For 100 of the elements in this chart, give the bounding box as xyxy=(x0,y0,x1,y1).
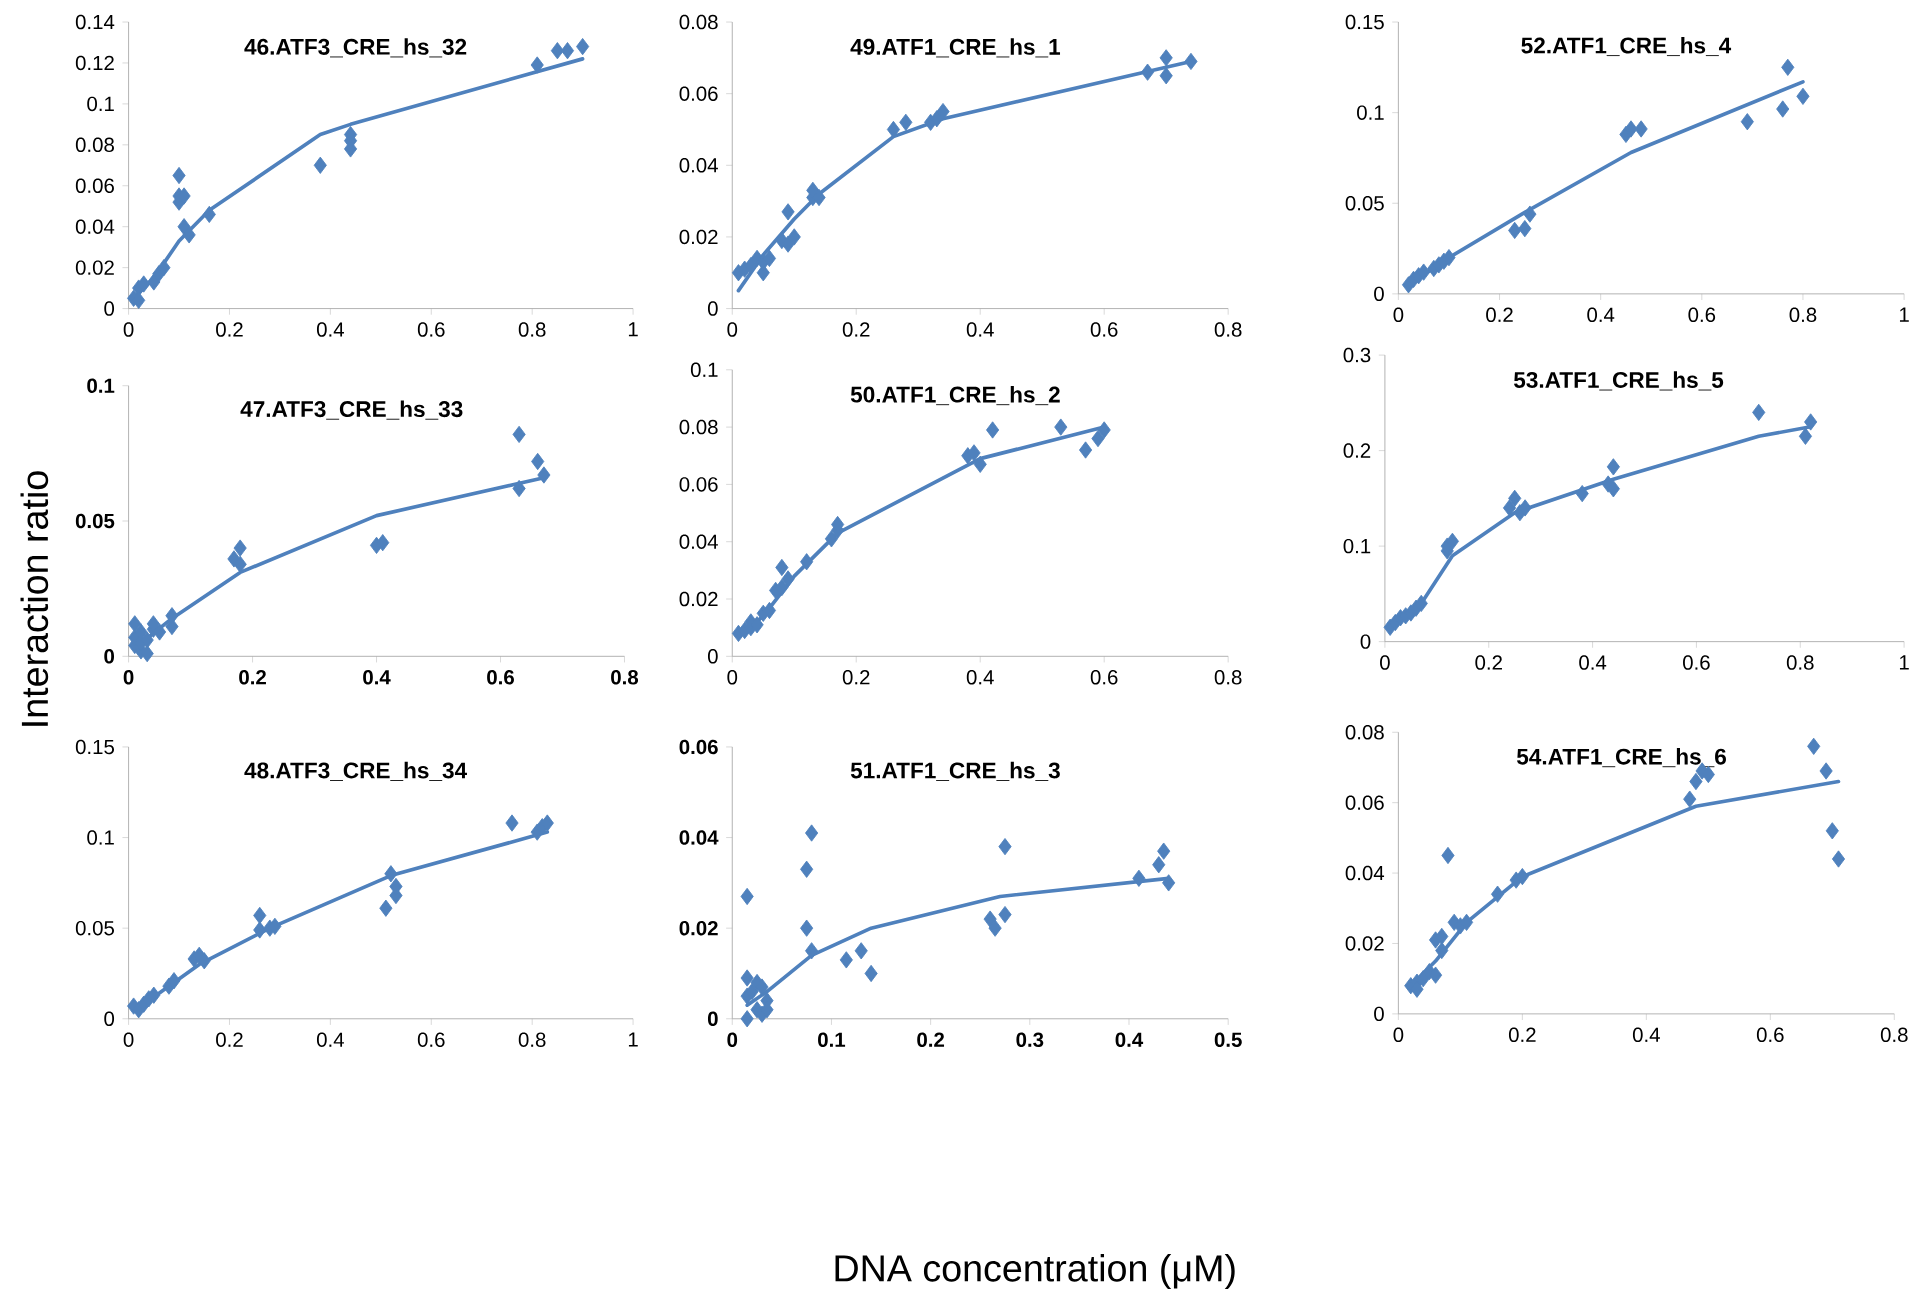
x-tick-label: 0.2 xyxy=(216,322,243,337)
x-tick-label: 0.2 xyxy=(1508,1027,1536,1043)
y-tick-label: 0.02 xyxy=(1345,936,1384,951)
y-tick-label: 0.14 xyxy=(75,14,115,30)
point xyxy=(1435,942,1449,960)
point xyxy=(1798,427,1813,446)
y-tick-label: 0.15 xyxy=(75,739,115,755)
point xyxy=(740,1010,754,1028)
x-axis-title: DNA concentration (μM) xyxy=(835,1254,1235,1290)
y-tick-label: 0 xyxy=(104,1011,115,1027)
x-tick-label: 0.2 xyxy=(1486,307,1513,323)
x-tick-label: 1 xyxy=(628,1032,638,1047)
y-tick-label: 0.06 xyxy=(1345,795,1384,811)
point xyxy=(1508,221,1522,240)
y-tick-label: 0.08 xyxy=(679,419,718,435)
y-tick-label: 0.1 xyxy=(1357,105,1384,121)
x-tick-label: 0 xyxy=(123,670,134,685)
x-tick-label: 0.3 xyxy=(1016,1032,1044,1048)
y-tick-label: 0.06 xyxy=(679,86,718,102)
point xyxy=(998,838,1012,856)
point xyxy=(182,226,196,244)
x-tick-label: 0.8 xyxy=(518,322,546,337)
x-tick-label: 0.6 xyxy=(1756,1027,1784,1043)
point xyxy=(854,942,868,960)
point xyxy=(1776,100,1790,118)
point xyxy=(1441,846,1455,865)
point xyxy=(740,969,754,987)
y-axis-title: Interaction ratio xyxy=(20,471,49,726)
x-tick-label: 0.4 xyxy=(966,670,994,685)
x-tick-label: 0.8 xyxy=(1214,322,1242,337)
x-tick-label: 0.5 xyxy=(1214,1032,1242,1048)
point xyxy=(1807,737,1821,756)
point xyxy=(775,559,789,577)
point xyxy=(800,553,814,571)
y-tick-label: 0.12 xyxy=(75,55,114,71)
point xyxy=(172,167,186,185)
point xyxy=(930,110,944,128)
point xyxy=(550,42,564,60)
x-tick-label: 0.4 xyxy=(966,322,994,337)
point xyxy=(1819,762,1833,780)
y-tick-label: 0.08 xyxy=(75,137,114,153)
y-tick-label: 0.02 xyxy=(679,591,718,607)
point xyxy=(1054,418,1068,436)
x-tick-label: 1 xyxy=(628,322,638,337)
x-tick-label: 0.6 xyxy=(1090,322,1118,337)
x-tick-label: 0.8 xyxy=(611,670,639,685)
y-tick-label: 0.02 xyxy=(679,921,718,936)
y-tick-label: 0.06 xyxy=(75,178,114,194)
point xyxy=(537,466,551,484)
y-tick-label: 0.04 xyxy=(75,219,115,235)
x-tick-label: 0.4 xyxy=(1115,1032,1144,1048)
point xyxy=(137,275,151,293)
x-tick-label: 0.4 xyxy=(1632,1027,1660,1043)
point xyxy=(1460,913,1474,932)
x-tick-label: 0 xyxy=(123,1032,134,1048)
y-tick-label: 0.06 xyxy=(679,739,718,755)
point xyxy=(839,951,853,969)
x-tick-label: 0.4 xyxy=(1587,307,1615,323)
point xyxy=(1781,58,1795,77)
point xyxy=(1752,403,1766,422)
point xyxy=(805,824,819,842)
y-tick-label: 0.08 xyxy=(1345,725,1384,740)
point xyxy=(1804,413,1818,431)
y-tick-label: 0 xyxy=(1360,634,1371,649)
point xyxy=(1508,489,1522,508)
y-tick-label: 0.05 xyxy=(1345,196,1384,211)
y-tick-label: 0.2 xyxy=(1343,443,1371,458)
point xyxy=(505,814,519,832)
point xyxy=(787,228,801,246)
point xyxy=(1740,113,1754,131)
x-tick-label: 0.8 xyxy=(1789,307,1817,323)
point xyxy=(379,899,393,917)
point xyxy=(1435,927,1449,946)
point xyxy=(1159,67,1173,85)
point xyxy=(1523,205,1537,223)
x-tick-label: 0.4 xyxy=(363,670,391,685)
x-tick-label: 0.6 xyxy=(417,1032,445,1048)
point xyxy=(253,921,267,939)
point xyxy=(800,860,814,878)
point xyxy=(1079,441,1093,459)
point xyxy=(1184,52,1198,71)
point xyxy=(805,942,819,960)
point xyxy=(530,56,544,74)
y-tick-label: 0.06 xyxy=(679,477,718,492)
y-tick-label: 0.1 xyxy=(690,362,718,378)
point xyxy=(1159,49,1173,67)
point xyxy=(973,455,987,474)
point xyxy=(167,972,181,990)
point xyxy=(986,421,1000,439)
x-tick-label: 0.6 xyxy=(1688,307,1716,323)
text: 51.ATF1_CRE_hs_3 xyxy=(850,761,1060,782)
point xyxy=(775,579,789,597)
point xyxy=(1491,885,1505,903)
point xyxy=(1689,773,1703,791)
text: 54.ATF1_CRE_hs_6 xyxy=(1516,748,1726,768)
x-tick-label: 0.2 xyxy=(239,670,266,685)
x-tick-label: 0 xyxy=(727,670,738,685)
point xyxy=(781,570,795,588)
y-tick-label: 0.04 xyxy=(1345,865,1385,881)
point xyxy=(384,865,398,883)
